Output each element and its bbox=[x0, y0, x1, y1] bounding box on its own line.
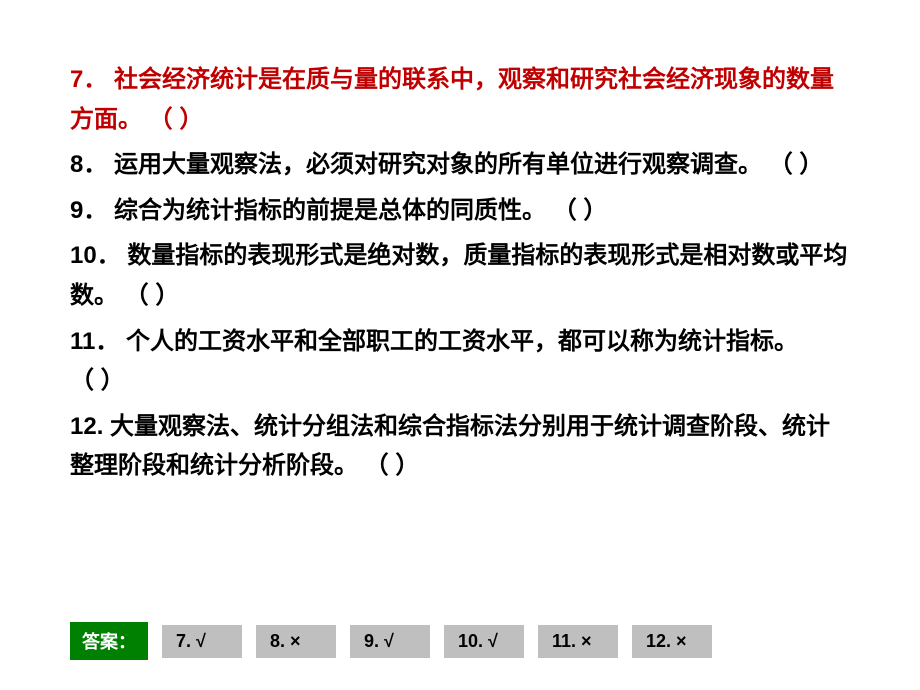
question-text: 数量指标的表现形式是绝对数，质量指标的表现形式是相对数或平均数。 bbox=[70, 242, 847, 309]
question-9: 9． 综合为统计指标的前提是总体的同质性。 （ ） bbox=[70, 191, 850, 231]
question-number: 8． bbox=[70, 151, 107, 178]
question-10: 10． 数量指标的表现形式是绝对数，质量指标的表现形式是相对数或平均数。 （ ） bbox=[70, 236, 850, 315]
answer-label: 答案： bbox=[70, 622, 148, 660]
answer-10: 10. √ bbox=[444, 625, 524, 658]
question-text: 大量观察法、统计分组法和综合指标法分别用于统计调查阶段、统计整理阶段和统计分析阶… bbox=[70, 413, 830, 480]
question-12: 12. 大量观察法、统计分组法和综合指标法分别用于统计调查阶段、统计整理阶段和统… bbox=[70, 407, 850, 486]
answer-7: 7. √ bbox=[162, 625, 242, 658]
question-text: 个人的工资水平和全部职工的工资水平，都可以称为统计指标。 bbox=[126, 328, 798, 355]
question-7: 7． 社会经济统计是在质与量的联系中，观察和研究社会经济现象的数量方面。 （ ） bbox=[70, 60, 850, 139]
question-number: 10． bbox=[70, 242, 121, 269]
question-blank: （ ） bbox=[365, 452, 420, 479]
answer-8: 8. × bbox=[256, 625, 336, 658]
question-blank: （ ） bbox=[553, 197, 608, 224]
answer-12: 12. × bbox=[632, 625, 712, 658]
question-number: 7． bbox=[70, 66, 107, 93]
question-number: 9． bbox=[70, 197, 107, 224]
answer-9: 9. √ bbox=[350, 625, 430, 658]
question-list: 7． 社会经济统计是在质与量的联系中，观察和研究社会经济现象的数量方面。 （ ）… bbox=[0, 0, 920, 486]
answer-footer: 答案： 7. √ 8. × 9. √ 10. √ 11. × 12. × bbox=[70, 622, 850, 660]
question-blank: （ ） bbox=[70, 367, 125, 394]
question-number: 12. bbox=[70, 413, 103, 440]
question-blank: （ ） bbox=[125, 282, 180, 309]
question-text: 综合为统计指标的前提是总体的同质性。 bbox=[114, 197, 546, 224]
question-text: 运用大量观察法，必须对研究对象的所有单位进行观察调查。 bbox=[114, 151, 762, 178]
answer-11: 11. × bbox=[538, 625, 618, 658]
question-blank: （ ） bbox=[149, 106, 204, 133]
question-blank: （ ） bbox=[769, 151, 824, 178]
question-number: 11． bbox=[70, 328, 119, 355]
question-8: 8． 运用大量观察法，必须对研究对象的所有单位进行观察调查。 （ ） bbox=[70, 145, 850, 185]
question-11: 11． 个人的工资水平和全部职工的工资水平，都可以称为统计指标。 （ ） bbox=[70, 322, 850, 401]
